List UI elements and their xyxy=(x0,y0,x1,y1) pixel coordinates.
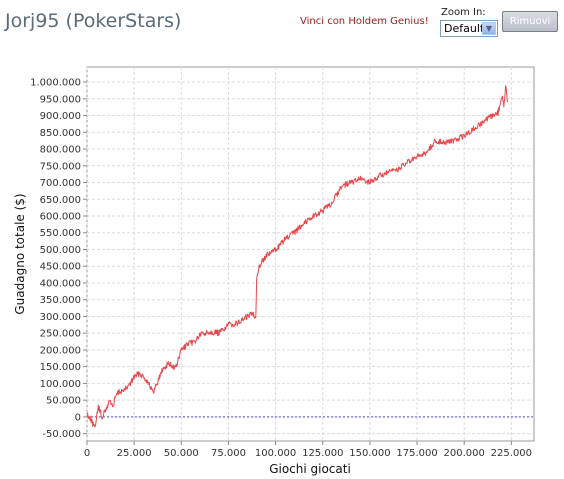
y-tick-label: 950.000 xyxy=(40,94,81,105)
x-tick-label: 75.000 xyxy=(211,448,246,459)
x-tick-label: 200.000 xyxy=(444,448,485,459)
y-tick-label: 50.000 xyxy=(46,396,81,407)
x-axis-label: Giochi giocati xyxy=(269,462,351,476)
page-title: Jorj95 (PokerStars) xyxy=(5,10,182,32)
zoom-select[interactable]: Default ▼ xyxy=(440,20,498,37)
y-tick-label: 550.000 xyxy=(40,228,81,239)
promo-link[interactable]: Vinci con Holdem Genius! xyxy=(300,16,429,27)
y-tick-label: 150.000 xyxy=(40,362,81,373)
series-line xyxy=(86,85,509,428)
remove-button[interactable]: Rimuovi xyxy=(502,11,558,32)
y-tick-label: -50.000 xyxy=(42,429,81,440)
y-tick-label: 0 xyxy=(75,412,81,423)
y-tick-label: 700.000 xyxy=(40,178,81,189)
y-tick-label: 600.000 xyxy=(40,211,81,222)
chevron-down-icon[interactable]: ▼ xyxy=(482,22,496,35)
y-tick-label: 100.000 xyxy=(40,379,81,390)
y-tick-label: 400.000 xyxy=(40,278,81,289)
x-tick-label: 0 xyxy=(84,448,90,459)
x-tick-label: 50.000 xyxy=(164,448,199,459)
y-tick-label: 500.000 xyxy=(40,245,81,256)
y-axis-label: Guadagno totale ($) xyxy=(13,193,27,314)
y-tick-label: 750.000 xyxy=(40,161,81,172)
y-tick-label: 250.000 xyxy=(40,329,81,340)
x-tick-label: 150.000 xyxy=(349,448,390,459)
y-tick-label: 1.000.000 xyxy=(30,78,81,89)
y-tick-label: 650.000 xyxy=(40,195,81,206)
axes: -50.000050.000100.000150.000200.000250.0… xyxy=(30,78,532,459)
y-tick-label: 450.000 xyxy=(40,262,81,273)
x-tick-label: 175.000 xyxy=(396,448,437,459)
x-tick-label: 25.000 xyxy=(117,448,152,459)
x-tick-label: 125.000 xyxy=(302,448,343,459)
series-layer xyxy=(86,85,534,428)
y-tick-label: 200.000 xyxy=(40,345,81,356)
y-tick-label: 900.000 xyxy=(40,111,81,122)
y-tick-label: 800.000 xyxy=(40,145,81,156)
x-tick-label: 100.000 xyxy=(255,448,296,459)
y-tick-label: 350.000 xyxy=(40,295,81,306)
plot-area xyxy=(86,66,535,442)
y-tick-label: 850.000 xyxy=(40,128,81,139)
x-tick-label: 225.000 xyxy=(491,448,532,459)
zoom-label: Zoom In: xyxy=(441,7,486,18)
y-tick-label: 300.000 xyxy=(40,312,81,323)
zoom-select-value: Default xyxy=(444,22,485,35)
